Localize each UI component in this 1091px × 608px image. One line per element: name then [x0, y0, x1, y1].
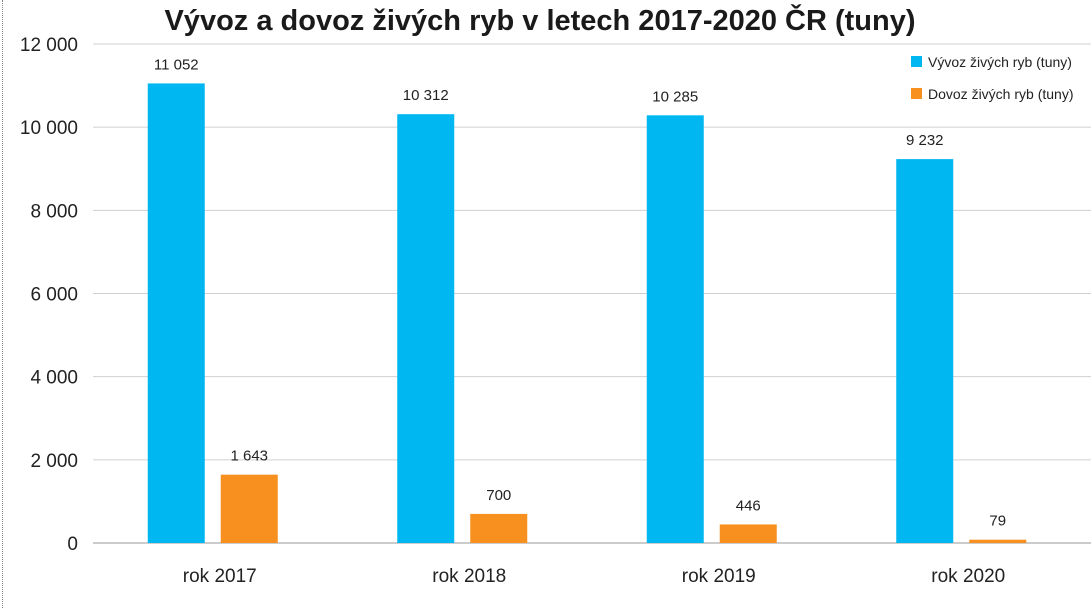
- bar-import: [220, 474, 278, 543]
- x-tick-label: rok 2019: [682, 566, 756, 587]
- bar-export: [397, 114, 455, 544]
- bar-import: [969, 539, 1027, 543]
- page-border: [2, 0, 3, 608]
- y-tick-label: 6 000: [30, 285, 78, 306]
- data-label: 79: [989, 513, 1006, 530]
- data-label: 10 312: [403, 87, 449, 104]
- y-tick-label: 8 000: [30, 201, 78, 222]
- y-tick-label: 10 000: [20, 118, 78, 139]
- bar-export: [896, 159, 954, 543]
- data-label: 1 643: [230, 448, 268, 465]
- y-tick-label: 0: [67, 534, 78, 555]
- bar-import: [470, 513, 528, 543]
- data-label: 10 285: [652, 88, 698, 105]
- legend-swatch: [911, 88, 922, 99]
- x-tick-label: rok 2018: [432, 566, 506, 587]
- x-tick-label: rok 2020: [931, 566, 1005, 587]
- chart-title: Vývoz a dovoz živých ryb v letech 2017-2…: [164, 3, 915, 37]
- legend-label: Vývoz živých ryb (tuny): [928, 54, 1072, 70]
- legend-swatch: [911, 56, 922, 67]
- data-label: 11 052: [154, 56, 199, 73]
- data-label: 700: [486, 487, 511, 504]
- bar-export: [147, 83, 205, 544]
- x-tick-label: rok 2017: [183, 566, 257, 587]
- data-label: 9 232: [906, 132, 944, 149]
- y-tick-label: 12 000: [20, 35, 78, 56]
- y-tick-label: 2 000: [30, 451, 78, 472]
- bar-export: [646, 115, 704, 543]
- y-tick-label: 4 000: [30, 368, 78, 389]
- bar-import: [719, 524, 777, 543]
- legend-label: Dovoz živých ryb (tuny): [928, 86, 1073, 102]
- data-label: 446: [736, 497, 761, 514]
